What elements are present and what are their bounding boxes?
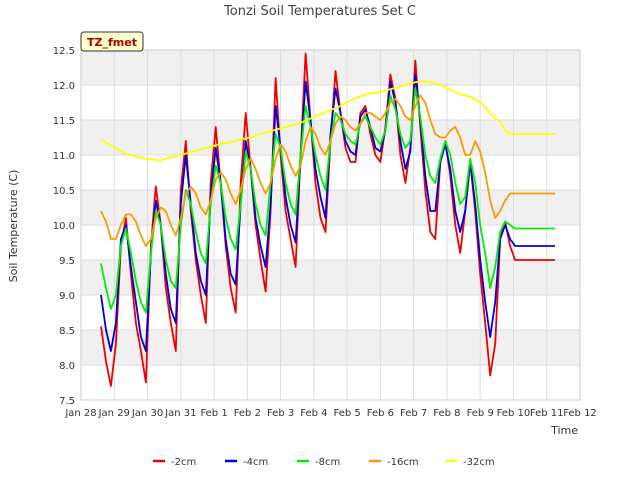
y-tick-label: 10.5: [53, 186, 75, 197]
legend-item: -8cm: [297, 457, 340, 468]
y-tick-label: 8.5: [59, 326, 75, 337]
series-line-minus-16cm: [100, 94, 555, 247]
y-tick-label: 11.5: [53, 116, 75, 127]
x-tick-label: Jan 29: [98, 408, 130, 419]
legend-item: -4cm: [225, 457, 268, 468]
y-tick-label: 9.5: [59, 256, 75, 267]
x-tick-label: Feb 7: [400, 408, 427, 419]
legend-label: -16cm: [387, 457, 419, 468]
annotation-label: TZ_fmet: [87, 36, 137, 49]
y-tick-label: 12.0: [53, 81, 75, 92]
x-tick-label: Feb 2: [234, 408, 261, 419]
x-tick-label: Feb 3: [267, 408, 294, 419]
plot-band: [81, 190, 580, 225]
x-tick-label: Feb 11: [530, 408, 564, 419]
x-tick-label: Feb 1: [200, 408, 227, 419]
plot-frame: [80, 49, 581, 401]
annotation-box: TZ_fmet: [80, 31, 144, 52]
y-tick-label: 8.0: [59, 361, 75, 372]
y-tick-label: 12.5: [53, 46, 75, 57]
chart-title: Tonzi Soil Temperatures Set C: [223, 4, 416, 19]
x-tick-label: Feb 6: [367, 408, 394, 419]
y-tick-label: 10.0: [53, 221, 75, 232]
legend: -2cm -4cm -8cm -16cm -32cm: [153, 457, 495, 468]
legend-item: -32cm: [445, 457, 495, 468]
x-tick-label: Feb 12: [563, 408, 597, 419]
plot-band: [81, 330, 580, 365]
y-axis-label: Soil Temperature (C): [7, 170, 20, 283]
legend-label: -2cm: [171, 457, 196, 468]
series-line-minus-4cm: [100, 73, 555, 352]
legend-item: -16cm: [369, 457, 419, 468]
y-tick-label: 7.5: [59, 396, 75, 407]
x-tick-label: Jan 31: [164, 408, 196, 419]
legend-label: -32cm: [463, 457, 495, 468]
x-tick-label: Jan 30: [131, 408, 163, 419]
legend-item: -2cm: [153, 457, 196, 468]
plot-band: [81, 50, 580, 85]
legend-label: -8cm: [315, 457, 340, 468]
plot-band: [81, 260, 580, 295]
y-tick-label: 9.0: [59, 291, 75, 302]
y-tick-label: 11.0: [53, 151, 75, 162]
x-tick-label: Feb 8: [433, 408, 460, 419]
x-tick-label: Jan 28: [64, 408, 96, 419]
x-tick-label: Feb 5: [334, 408, 361, 419]
legend-label: -4cm: [243, 457, 268, 468]
series-line-minus-32cm: [100, 80, 555, 162]
x-tick-label: Feb 9: [467, 408, 494, 419]
x-tick-label: Feb 10: [497, 408, 531, 419]
x-axis-label: Time: [550, 424, 578, 437]
series-line-minus-8cm: [100, 87, 555, 314]
x-tick-label: Feb 4: [300, 408, 327, 419]
